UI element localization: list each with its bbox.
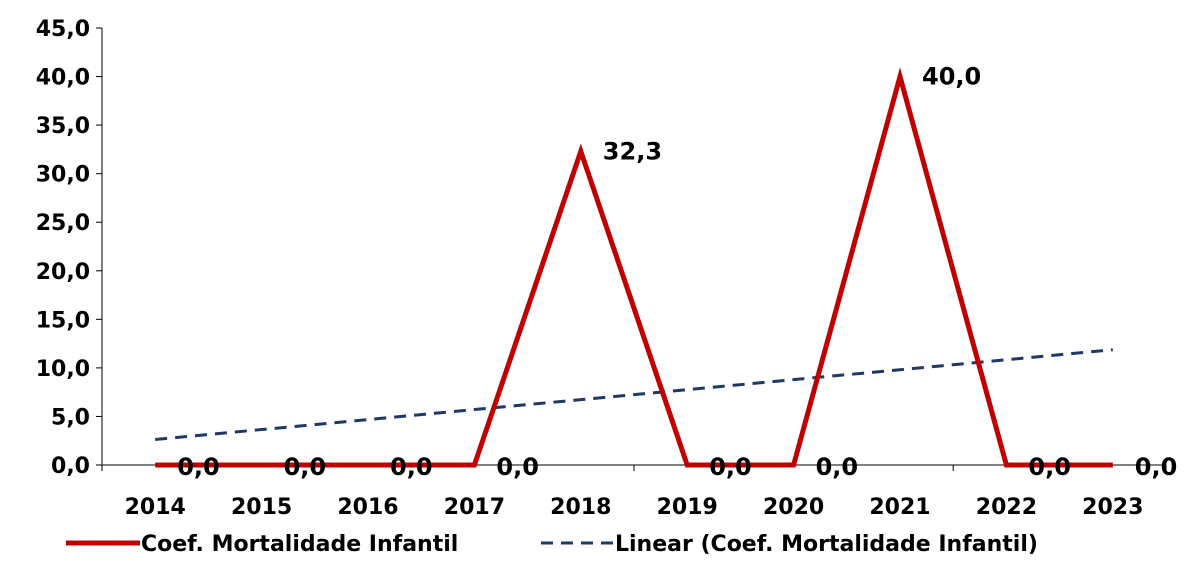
x-tick-label: 2014 — [125, 495, 186, 520]
data-label: 0,0 — [390, 453, 433, 481]
x-axis: 2014 2015 2016 2017 2018 2019 2020 2021 2022 2023 — [101, 464, 1167, 520]
legend: Coef. Mortalidade Infantil Linear (Coef. … — [66, 532, 1038, 557]
y-tick-label: 35,0 — [36, 114, 90, 139]
data-label: 0,0 — [284, 453, 327, 481]
x-tick-label: 2023 — [1082, 495, 1143, 520]
x-tick-label: 2018 — [550, 495, 611, 520]
y-tick-label: 15,0 — [36, 308, 90, 333]
y-tick-label: 5,0 — [51, 405, 90, 430]
y-tick-label: 30,0 — [36, 163, 90, 188]
y-tick-label: 20,0 — [36, 260, 90, 285]
legend-label-main: Coef. Mortalidade Infantil — [141, 532, 458, 557]
main-series-line — [155, 67, 1113, 468]
data-label: 40,0 — [922, 63, 981, 91]
data-label: 0,0 — [816, 453, 859, 481]
data-label: 0,0 — [1028, 453, 1071, 481]
x-tick-label: 2016 — [337, 495, 398, 520]
data-label: 0,0 — [1135, 453, 1178, 481]
x-tick-label: 2017 — [444, 495, 505, 520]
legend-label-trend: Linear (Coef. Mortalidade Infantil) — [615, 532, 1038, 557]
x-tick-label: 2021 — [869, 495, 930, 520]
data-label: 0,0 — [496, 453, 539, 481]
data-label: 0,0 — [177, 453, 220, 481]
y-axis: 0,0 5,0 10,0 15,0 20,0 25,0 30,0 35,0 40,0 45,0 — [36, 17, 103, 479]
data-label: 0,0 — [709, 453, 752, 481]
x-tick-label: 2022 — [976, 495, 1037, 520]
x-tick-label: 2019 — [657, 495, 718, 520]
x-tick-label: 2015 — [231, 495, 292, 520]
y-tick-label: 40,0 — [36, 66, 90, 91]
y-tick-label: 45,0 — [36, 17, 90, 42]
y-tick-label: 0,0 — [51, 454, 90, 479]
data-label: 32,3 — [603, 137, 662, 165]
x-tick-label: 2020 — [763, 495, 824, 520]
y-tick-label: 25,0 — [36, 211, 90, 236]
data-labels: 0,0 0,0 0,0 0,0 32,3 0,0 0,0 40,0 0,0 0,0 — [177, 63, 1177, 481]
plot-area — [155, 67, 1113, 468]
trendline-series — [155, 348, 1113, 441]
y-tick-label: 10,0 — [36, 357, 90, 382]
